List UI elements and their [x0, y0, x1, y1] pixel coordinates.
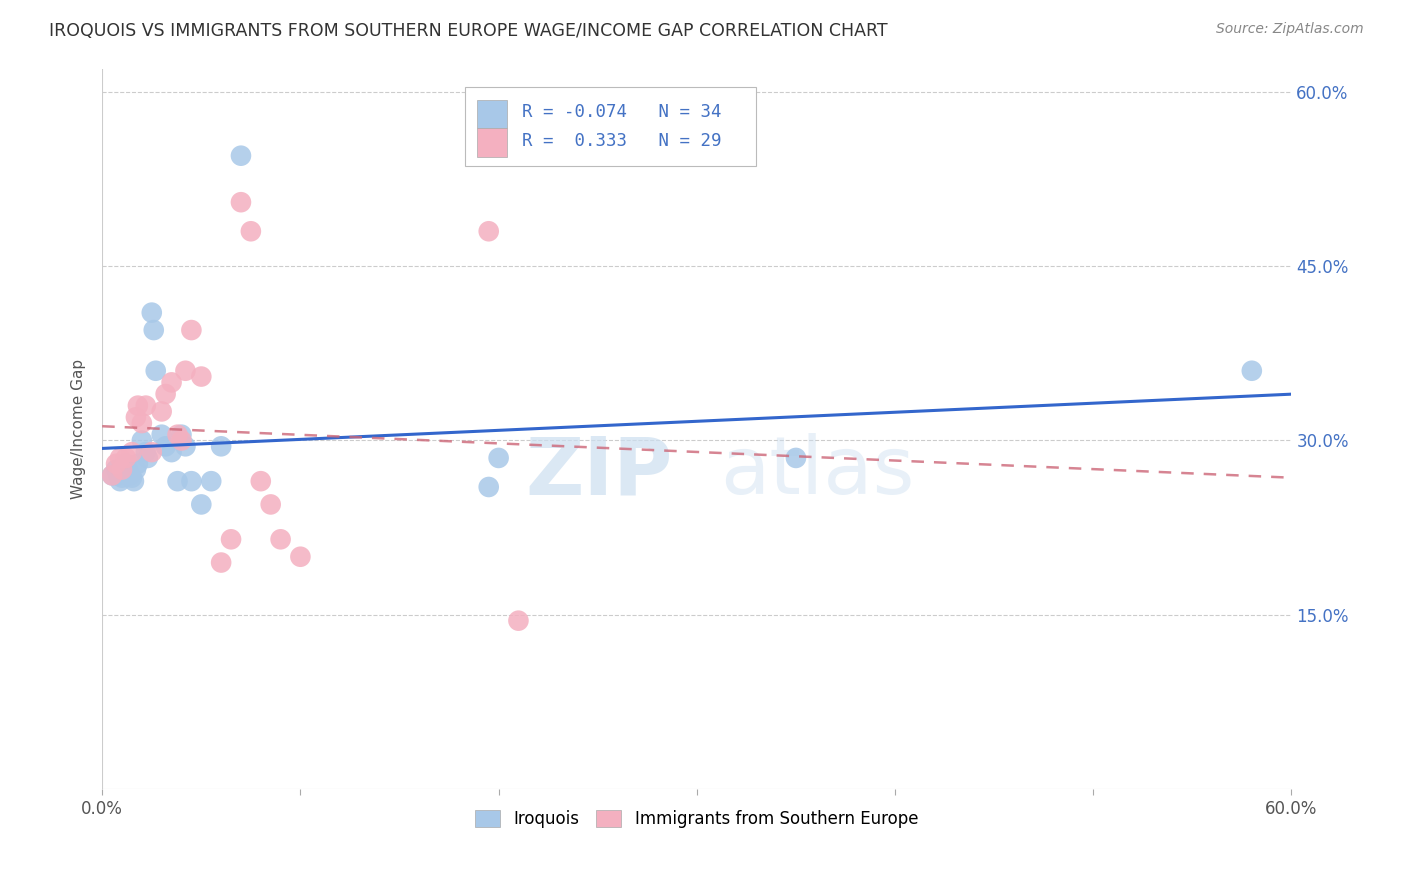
Point [229, 149, 252, 163]
Point [170, 434, 193, 448]
Point [145, 364, 167, 378]
Point [125, 410, 148, 425]
Point [127, 457, 149, 471]
Point [200, 474, 222, 488]
Point [115, 457, 138, 471]
Point [1240, 364, 1263, 378]
Point [166, 474, 188, 488]
Point [142, 323, 165, 337]
Point [170, 427, 193, 442]
Point [101, 468, 124, 483]
Point [488, 450, 510, 465]
Point [122, 474, 145, 488]
Point [478, 224, 501, 238]
Point [127, 399, 149, 413]
Text: ZIP: ZIP [526, 434, 673, 511]
Point [125, 462, 148, 476]
Point [121, 471, 143, 485]
Point [150, 404, 173, 418]
Point [155, 387, 177, 401]
Point [131, 434, 153, 448]
Point [131, 416, 153, 430]
Point [136, 450, 159, 465]
Point [229, 195, 252, 210]
Text: IROQUOIS VS IMMIGRANTS FROM SOUTHERN EUROPE WAGE/INCOME GAP CORRELATION CHART: IROQUOIS VS IMMIGRANTS FROM SOUTHERN EUR… [49, 22, 887, 40]
Text: R =  0.333   N = 29: R = 0.333 N = 29 [522, 132, 721, 151]
Point [118, 468, 141, 483]
Point [180, 323, 202, 337]
Point [174, 364, 197, 378]
Point [166, 427, 188, 442]
FancyBboxPatch shape [477, 100, 506, 128]
Point [190, 369, 212, 384]
Point [160, 445, 183, 459]
Point [160, 376, 183, 390]
Point [150, 427, 173, 442]
Point [478, 480, 501, 494]
FancyBboxPatch shape [477, 128, 506, 157]
FancyBboxPatch shape [465, 87, 756, 166]
Point [111, 471, 134, 485]
Text: Source: ZipAtlas.com: Source: ZipAtlas.com [1216, 22, 1364, 37]
Point [115, 450, 138, 465]
Legend: Iroquois, Immigrants from Southern Europe: Iroquois, Immigrants from Southern Europ… [468, 804, 925, 835]
Point [209, 439, 232, 453]
Point [141, 445, 163, 459]
Point [117, 462, 139, 476]
Point [219, 533, 242, 547]
Point [785, 450, 807, 465]
Point [135, 399, 157, 413]
Point [112, 466, 135, 480]
Text: R = -0.074   N = 34: R = -0.074 N = 34 [522, 103, 721, 121]
Point [105, 462, 128, 476]
Point [101, 468, 124, 483]
Point [180, 474, 202, 488]
Point [270, 533, 292, 547]
Point [190, 498, 212, 512]
Point [121, 445, 143, 459]
Point [108, 474, 131, 488]
Point [290, 549, 312, 564]
Point [107, 468, 129, 483]
Point [105, 457, 128, 471]
Point [260, 498, 283, 512]
Point [111, 462, 134, 476]
Point [249, 474, 271, 488]
Point [141, 305, 163, 319]
Y-axis label: Wage/Income Gap: Wage/Income Gap [72, 359, 86, 499]
Point [108, 450, 131, 465]
Point [508, 614, 530, 628]
Text: atlas: atlas [721, 434, 915, 511]
Point [239, 224, 262, 238]
Point [209, 556, 232, 570]
Point [174, 439, 197, 453]
Point [155, 439, 177, 453]
Point [135, 445, 157, 459]
